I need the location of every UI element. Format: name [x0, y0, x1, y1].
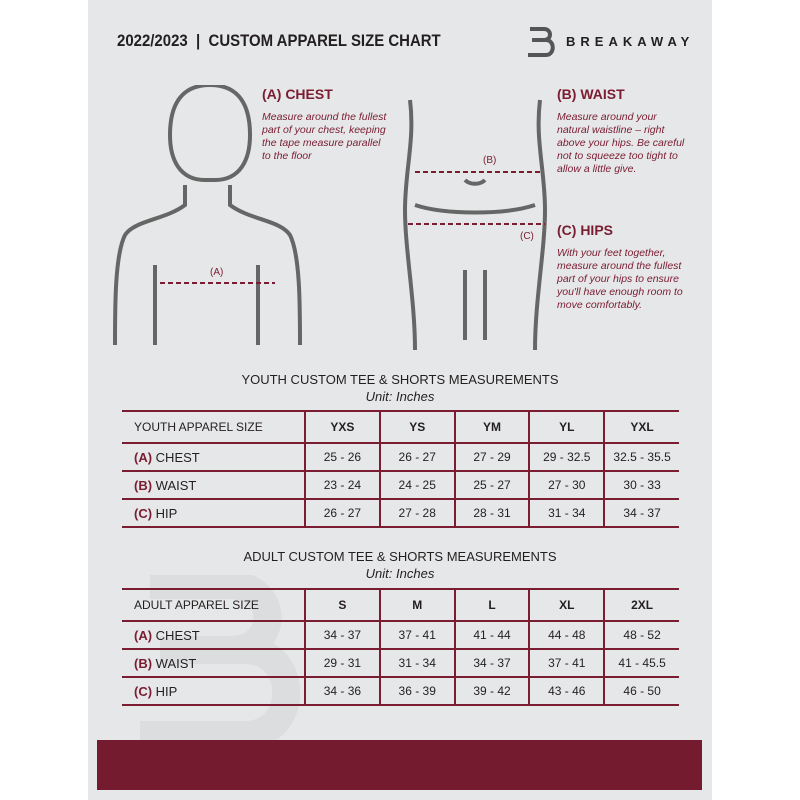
table-row: (C) HIP 26 - 27 27 - 28 28 - 31 31 - 34 34 - … [122, 498, 679, 528]
row-label: (A) CHEST [122, 620, 305, 649]
header-cell: YXS [304, 410, 380, 443]
row-name: HIP [155, 505, 178, 521]
table-cell: 34 - 37 [304, 620, 380, 649]
table-cell: 39 - 42 [453, 676, 530, 706]
table-row: (A) CHEST 34 - 37 37 - 41 41 - 44 44 - 48 48 … [122, 620, 679, 649]
header-cell: L [453, 588, 530, 621]
table-cell: 37 - 41 [378, 620, 455, 649]
youth-section-title: YOUTH CUSTOM TEE & SHORTS MEASUREMENTS [241, 372, 559, 387]
table-cell: 23 - 24 [304, 470, 380, 499]
row-label: (B) WAIST [122, 648, 305, 677]
chest-heading: (A) CHEST [262, 86, 333, 102]
table-cell: 41 - 44 [453, 620, 530, 649]
table-cell: 36 - 39 [378, 676, 455, 706]
row-name: HIP [155, 683, 178, 699]
youth-unit: Unit: Inches [365, 389, 435, 404]
header-cell: 2XL [603, 588, 679, 621]
row-letter: (A) [134, 449, 153, 465]
table-cell: 48 - 52 [603, 620, 679, 649]
hips-marker: (C) [520, 231, 534, 242]
adult-section-title: ADULT CUSTOM TEE & SHORTS MEASUREMENTS [243, 549, 557, 564]
body-diagrams [113, 85, 548, 351]
header-cell: YXL [603, 410, 679, 443]
row-name: WAIST [155, 655, 197, 671]
table-cell: 29 - 31 [304, 648, 380, 677]
table-cell: 34 - 37 [453, 648, 530, 677]
hips-heading: (C) HIPS [557, 222, 613, 238]
footer-bar [97, 740, 702, 790]
adult-size-table: ADULT APPAREL SIZE S M L XL 2XL (A) CHEST 34 - … [122, 588, 679, 706]
table-cell: 34 - 37 [603, 498, 679, 528]
table-cell: 31 - 34 [528, 498, 605, 528]
waist-description: Measure around your natural waistline – … [557, 111, 685, 175]
table-cell: 43 - 46 [528, 676, 605, 706]
header-cell: YS [378, 410, 455, 443]
chest-description: Measure around the fullest part of your … [262, 111, 387, 162]
youth-size-table: YOUTH APPAREL SIZE YXS YS YM YL YXL (A) CHEST 2… [122, 410, 679, 528]
table-row: (B) WAIST 29 - 31 31 - 34 34 - 37 37 - 41 41 … [122, 648, 679, 677]
row-label: (C) HIP [122, 676, 305, 706]
table-cell: 30 - 33 [603, 470, 679, 499]
table-cell: 44 - 48 [528, 620, 605, 649]
table-cell: 32.5 - 35.5 [603, 442, 679, 471]
table-cell: 27 - 28 [378, 498, 455, 528]
waist-heading: (B) WAIST [557, 86, 625, 102]
waist-marker: (B) [483, 155, 497, 166]
row-label: (C) HIP [122, 498, 305, 528]
table-cell: 27 - 29 [453, 442, 530, 471]
row-letter: (A) [134, 627, 153, 643]
table-cell: 24 - 25 [378, 470, 455, 499]
chest-marker: (A) [210, 267, 224, 278]
header-cell: YM [453, 410, 530, 443]
header-cell: S [304, 588, 380, 621]
page-title: 2022/2023 | CUSTOM APPAREL SIZE CHART [117, 31, 441, 50]
table-cell: 34 - 36 [304, 676, 380, 706]
row-letter: (C) [134, 683, 153, 699]
table-cell: 29 - 32.5 [528, 442, 605, 471]
header-cell: ADULT APPAREL SIZE [122, 588, 305, 621]
header-cell: XL [528, 588, 605, 621]
row-name: CHEST [155, 627, 200, 643]
row-letter: (C) [134, 505, 153, 521]
row-name: CHEST [155, 449, 200, 465]
table-row: (A) CHEST 25 - 26 26 - 27 27 - 29 29 - 32.5 3… [122, 442, 679, 471]
row-letter: (B) [134, 655, 153, 671]
table-cell: 27 - 30 [528, 470, 605, 499]
adult-unit: Unit: Inches [365, 566, 435, 581]
table-row: (C) HIP 34 - 36 36 - 39 39 - 42 43 - 46 46 - … [122, 676, 679, 706]
header-cell: M [378, 588, 455, 621]
table-cell: 41 - 45.5 [603, 648, 679, 677]
hips-description: With your feet together, measure around … [557, 247, 683, 311]
table-header-row: YOUTH APPAREL SIZE YXS YS YM YL YXL [122, 410, 679, 443]
table-cell: 46 - 50 [603, 676, 679, 706]
table-cell: 25 - 27 [453, 470, 530, 499]
table-cell: 31 - 34 [378, 648, 455, 677]
header-cell: YL [528, 410, 605, 443]
header-cell: YOUTH APPAREL SIZE [122, 410, 305, 443]
row-letter: (B) [134, 477, 153, 493]
brand-name: BREAKAWAY [566, 34, 695, 49]
table-cell: 26 - 27 [378, 442, 455, 471]
table-row: (B) WAIST 23 - 24 24 - 25 25 - 27 27 - 30 30 … [122, 470, 679, 499]
row-name: WAIST [155, 477, 197, 493]
row-label: (A) CHEST [122, 442, 305, 471]
breakaway-logo-icon [528, 27, 555, 57]
table-cell: 28 - 31 [453, 498, 530, 528]
row-label: (B) WAIST [122, 470, 305, 499]
table-header-row: ADULT APPAREL SIZE S M L XL 2XL [122, 588, 679, 621]
table-cell: 26 - 27 [304, 498, 380, 528]
table-cell: 25 - 26 [304, 442, 380, 471]
table-cell: 37 - 41 [528, 648, 605, 677]
